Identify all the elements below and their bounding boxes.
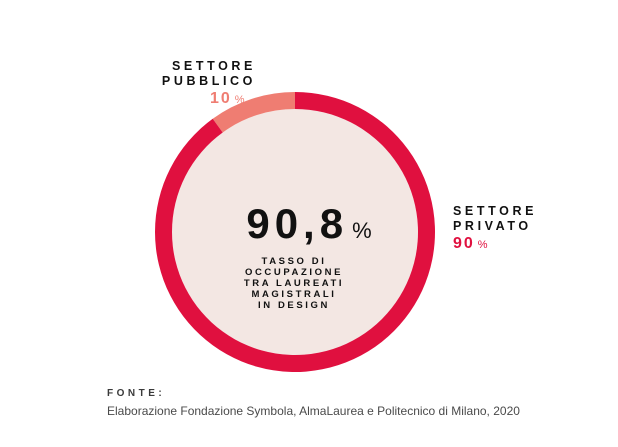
slice-settore-pubblico — [212, 92, 295, 133]
center-number: 90,8 — [246, 200, 349, 247]
center-caption-line: MAGISTRALI — [251, 289, 337, 300]
center-value: 90,8% — [209, 200, 409, 248]
label-privato-line1: SETTORE — [453, 204, 538, 218]
donut-center-fill — [172, 109, 418, 355]
center-caption-line: TRA LAUREATI — [243, 278, 345, 289]
center-caption-line: OCCUPAZIONE — [244, 267, 344, 278]
center-unit: % — [352, 218, 372, 243]
value-pubblico-unit: % — [234, 94, 245, 106]
label-settore-privato: SETTORE PRIVATO — [453, 204, 537, 234]
value-settore-pubblico: 10% — [210, 90, 245, 108]
label-settore-pubblico: SETTORE PUBBLICO — [162, 59, 256, 89]
center-caption-line: TASSO DI — [261, 256, 327, 267]
label-pubblico-line1: SETTORE — [171, 59, 256, 73]
label-privato-line2: PRIVATO — [453, 219, 532, 233]
value-pubblico-number: 10 — [210, 90, 232, 107]
source-title: FONTE: — [107, 388, 166, 399]
center-caption-line: IN DESIGN — [258, 300, 330, 311]
value-privato-number: 90 — [453, 235, 475, 252]
value-privato-unit: % — [477, 239, 488, 251]
value-settore-privato: 90% — [453, 235, 488, 253]
source-text: Elaborazione Fondazione Symbola, AlmaLau… — [107, 404, 520, 418]
center-caption: TASSO DI OCCUPAZIONE TRA LAUREATI MAGIST… — [214, 256, 374, 311]
label-pubblico-line2: PUBBLICO — [161, 74, 256, 88]
